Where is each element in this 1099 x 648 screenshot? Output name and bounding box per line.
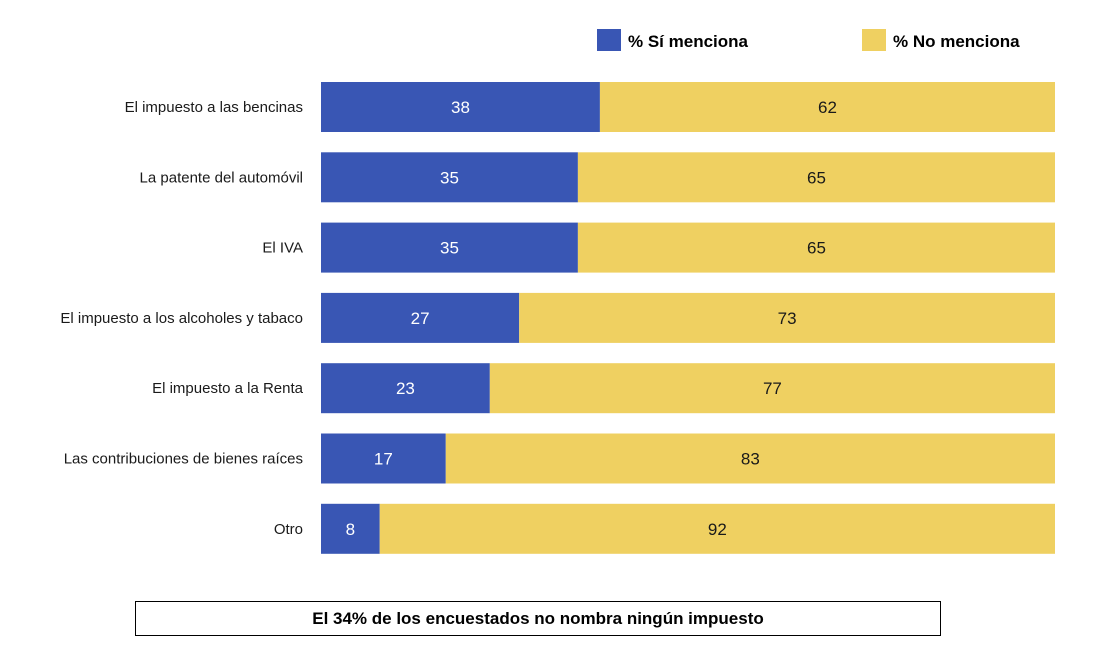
legend-label: % Sí menciona	[628, 32, 749, 51]
bar-no-menciona	[445, 433, 1055, 484]
data-label: 8	[346, 520, 355, 539]
bar-no-menciona	[577, 152, 1055, 203]
bar-no-menciona	[379, 503, 1056, 554]
footnote-text: El 34% de los encuestados no nombra ning…	[312, 608, 764, 628]
bar-si-menciona	[321, 503, 380, 554]
bar-si-menciona	[321, 152, 578, 203]
data-label: 35	[440, 168, 459, 187]
data-label: 73	[778, 309, 797, 328]
data-label: 92	[708, 520, 727, 539]
legend-swatch	[597, 29, 621, 51]
bar-no-menciona	[599, 82, 1055, 132]
data-label: 17	[374, 450, 393, 469]
footnote-box: El 34% de los encuestados no nombra ning…	[135, 601, 941, 636]
data-label: 27	[411, 309, 430, 328]
category-label: Las contribuciones de bienes raíces	[64, 451, 303, 468]
bar-si-menciona	[321, 82, 600, 132]
data-label: 62	[818, 98, 837, 117]
bar-si-menciona	[321, 292, 520, 343]
stacked-bar-chart: % Sí menciona % No menciona 38 62 35 65 35 65 2…	[60, 29, 1056, 554]
bars: 38 62 35 65 35 65 27 73 23 77 17 83 8 92	[321, 82, 1056, 554]
category-label: El IVA	[262, 240, 303, 257]
category-label: Otro	[274, 521, 303, 538]
data-label: 77	[763, 379, 782, 398]
category-labels: El impuesto a las bencinas La patente del…	[60, 99, 303, 538]
data-label: 65	[807, 239, 826, 258]
bar-no-menciona	[519, 292, 1055, 343]
bar-no-menciona	[577, 222, 1055, 273]
legend-label: % No menciona	[893, 32, 1020, 51]
data-label: 38	[451, 98, 470, 117]
data-label: 35	[440, 239, 459, 258]
category-label: El impuesto a las bencinas	[125, 99, 303, 116]
legend: % Sí menciona % No menciona	[597, 29, 1020, 51]
category-label: El impuesto a los alcoholes y tabaco	[60, 310, 303, 327]
bar-si-menciona	[321, 222, 578, 273]
bar-no-menciona	[489, 363, 1055, 414]
data-label: 83	[741, 450, 760, 469]
bar-si-menciona	[321, 363, 490, 414]
category-label: La patente del automóvil	[140, 169, 303, 186]
data-label: 23	[396, 379, 415, 398]
bar-si-menciona	[321, 433, 446, 484]
category-label: El impuesto a la Renta	[152, 380, 304, 397]
data-label: 65	[807, 168, 826, 187]
legend-swatch	[862, 29, 886, 51]
